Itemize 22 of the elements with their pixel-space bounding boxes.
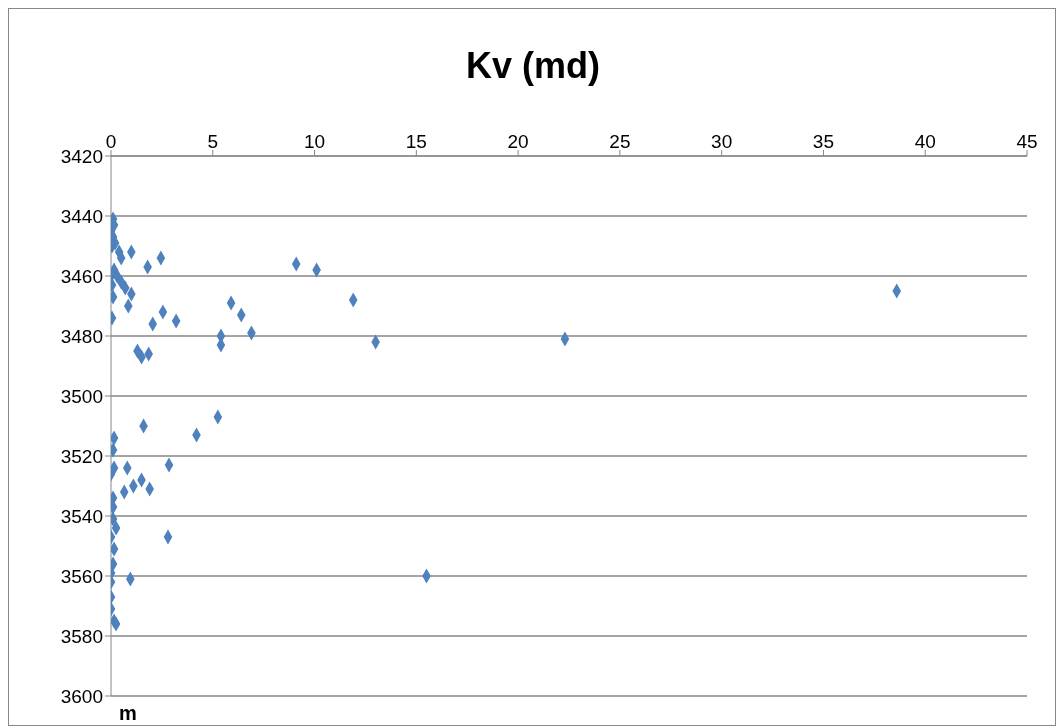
x-tick-label: 25	[609, 131, 631, 152]
y-tick-label: 3440	[60, 205, 103, 227]
x-tick-label: 10	[303, 131, 326, 152]
x-tick-label: 30	[711, 131, 733, 152]
x-tick-label: 45	[1016, 131, 1038, 152]
y-tick-label: 3560	[60, 565, 103, 587]
x-tick-label: 15	[405, 131, 427, 152]
y-tick-label: 3500	[60, 385, 103, 407]
x-tick-label: 0	[105, 131, 117, 152]
y-tick-label: 3580	[60, 625, 103, 647]
y-tick-label: 3520	[60, 445, 103, 467]
x-tick-label: 35	[812, 131, 835, 152]
text: m	[119, 702, 137, 725]
x-tick-label: 40	[914, 131, 936, 152]
y-tick-label: 3420	[60, 145, 103, 167]
x-tick-label: 5	[207, 131, 219, 152]
y-tick-label: 3600	[60, 685, 103, 707]
chart-title: Kv (md)	[465, 45, 601, 87]
y-tick-label: 3540	[60, 505, 103, 527]
y-tick-label: 3460	[60, 265, 103, 287]
y-tick-label: 3480	[60, 325, 103, 347]
x-tick-label: 20	[507, 131, 529, 152]
